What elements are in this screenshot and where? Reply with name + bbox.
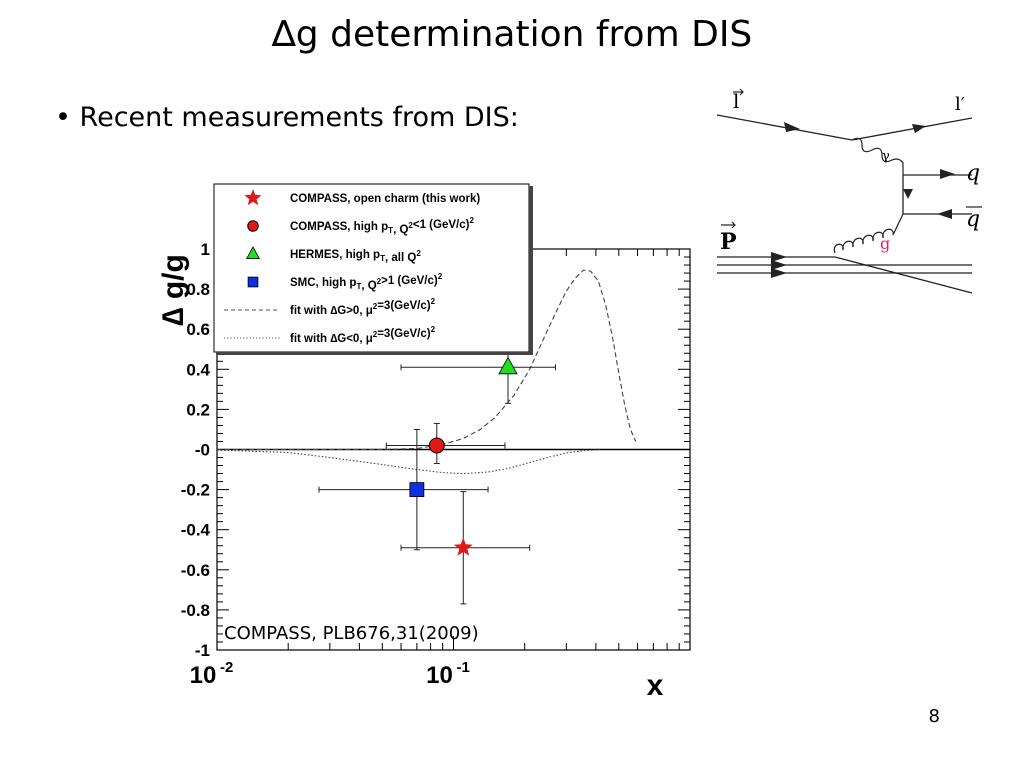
legend-text-part: 2 <box>469 216 474 225</box>
bullet-mark: • <box>55 102 71 133</box>
legend-text-part: COMPASS, open charm (this work) <box>290 193 480 205</box>
photon-line <box>851 137 904 175</box>
legend-text-part: , all Q <box>385 252 416 264</box>
fit-curve-negative <box>216 448 601 475</box>
fit-curve-positive <box>217 269 637 451</box>
legend-text-part: T <box>356 282 361 291</box>
legend-text-part: fit with ∆G>0, μ <box>290 305 373 317</box>
citation-annotation: COMPASS, PLB676,31(2009) <box>224 623 479 644</box>
legend-text-part: =3(GeV/c) <box>377 300 431 312</box>
legend-marker-circle <box>247 220 259 232</box>
page-number: 8 <box>928 706 940 727</box>
legend-entry-label: HERMES, high pT, all Q2 <box>290 249 421 264</box>
legend-text-part: 2 <box>416 249 421 258</box>
legend-text-part: 2 <box>373 330 378 339</box>
label-antiquark: q <box>966 207 980 232</box>
x-tick-exponent: -1 <box>457 659 470 676</box>
delta-symbol: ∆ <box>271 14 296 55</box>
legend-entry-label: COMPASS, open charm (this work) <box>290 193 480 205</box>
legend-shadow-bottom <box>216 352 533 355</box>
vector-arrows <box>721 88 744 229</box>
legend-text-part: >1 (GeV/c) <box>381 275 438 287</box>
legend-text-part: , Q <box>361 280 376 292</box>
legend-text-part: <1 (GeV/c) <box>413 219 470 231</box>
lepton-lines <box>716 114 973 141</box>
proton-lines <box>717 256 973 294</box>
bullet-item: • Recent measurements from DIS: <box>55 102 519 133</box>
y-tick-label: -0.4 <box>181 521 211 540</box>
y-tick-label: 0.6 <box>186 320 210 339</box>
legend-text-part: T <box>388 226 393 235</box>
legend-entry-label: SMC, high pT, Q2>1 (GeV/c)2 <box>290 272 443 292</box>
y-tick-label: -0 <box>195 441 210 460</box>
legend-marker-triangle <box>246 246 260 259</box>
label-photon: γ <box>882 149 890 164</box>
data-point-star <box>453 537 473 556</box>
legend-entry-label: fit with ∆G>0, μ2=3(GeV/c)2 <box>290 297 436 317</box>
legend-text-part: fit with ∆G<0, μ <box>290 333 373 345</box>
x-tick-label: 10 <box>190 662 217 689</box>
legend-text-part: COMPASS, high p <box>290 221 388 233</box>
legend-text-part: HERMES, high p <box>290 249 380 261</box>
legend-shadow-right <box>529 186 533 354</box>
legend-text-part: T <box>380 254 385 263</box>
quark-lines <box>902 174 972 215</box>
label-lepton-out: l′ <box>955 94 965 115</box>
legend-text-part: 2 <box>431 325 436 334</box>
legend-text-part: , Q <box>393 224 408 236</box>
y-tick-label: 0.4 <box>186 360 210 379</box>
legend-marker-square <box>247 276 259 288</box>
legend-marker-star <box>244 189 262 206</box>
y-tick-label: 1 <box>201 240 210 259</box>
bullet-text: Recent measurements from DIS: <box>79 102 519 133</box>
label-quark: q <box>966 161 980 186</box>
legend-entry-label: fit with ∆G<0, μ2=3(GeV/c)2 <box>290 325 436 345</box>
legend-text-part: SMC, high p <box>290 277 356 289</box>
legend-text-part: 2 <box>438 272 443 281</box>
label-proton: P <box>720 229 737 255</box>
legend-text-part: 2 <box>408 221 413 230</box>
y-tick-label: -0.2 <box>181 481 210 500</box>
y-axis-label: ∆ g/g <box>157 254 190 326</box>
y-tick-label: 0.8 <box>186 280 210 299</box>
x-tick-exponent: -2 <box>220 659 233 676</box>
y-tick-label: 0.2 <box>186 400 210 419</box>
y-tick-label: -0.8 <box>181 601 210 620</box>
legend-box <box>213 183 530 353</box>
y-tick-label: -1 <box>195 641 210 660</box>
title-text: g determination from DIS <box>295 14 753 55</box>
slide-title: ∆g determination from DIS <box>0 14 1024 55</box>
legend-text-part: =3(GeV/c) <box>377 328 431 340</box>
legend-text-part: 2 <box>431 297 436 306</box>
data-point-square <box>409 482 425 498</box>
gluon-line <box>833 213 904 254</box>
legend-text-part: 2 <box>373 302 378 311</box>
y-tick-label: -0.6 <box>181 561 210 580</box>
label-lepton-in: l <box>733 89 739 113</box>
x-axis-label: x <box>647 669 664 702</box>
data-point-triangle <box>498 356 518 375</box>
x-tick-label: 10 <box>426 662 453 689</box>
arrow-heads <box>771 122 955 278</box>
legend-entry-label: COMPASS, high pT, Q2<1 (GeV/c)2 <box>290 216 474 236</box>
legend-text-part: 2 <box>377 277 382 286</box>
data-point-circle <box>428 437 445 454</box>
label-gluon: g <box>880 234 890 253</box>
